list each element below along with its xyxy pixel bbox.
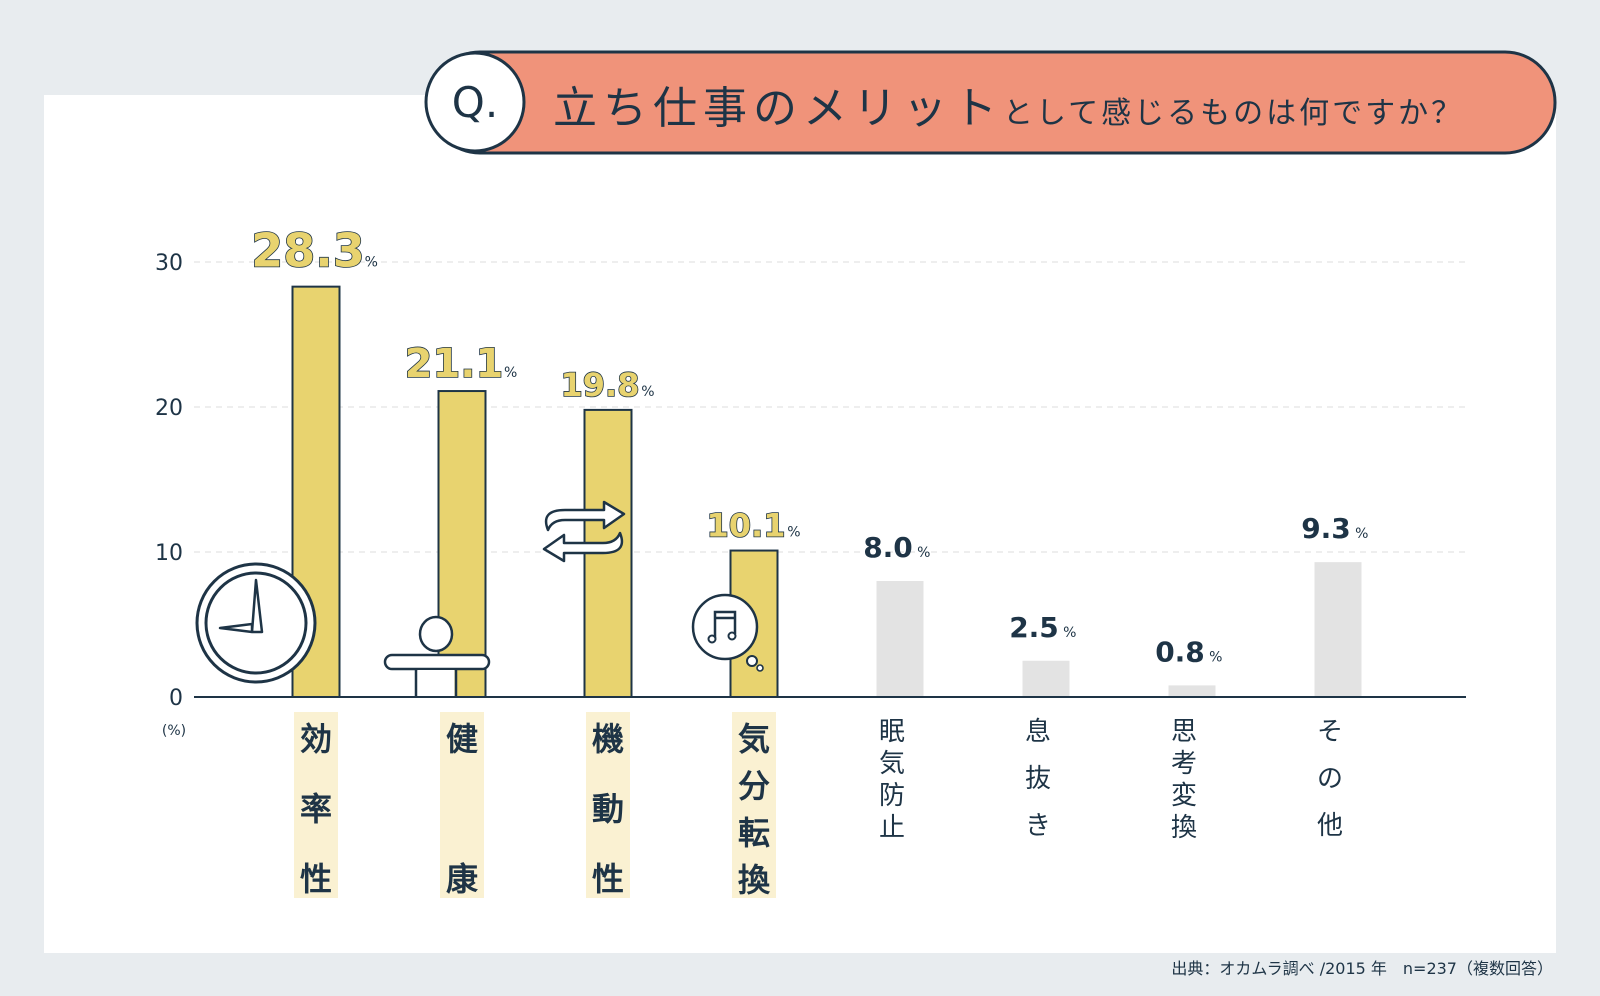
percent-sign: % bbox=[1063, 625, 1076, 641]
category-label-char: 転 bbox=[738, 814, 770, 852]
svg-text:立ち仕事のメリットとして感じるものは何ですか？: 立ち仕事のメリットとして感じるものは何ですか？ bbox=[553, 83, 1464, 134]
title-main: 立ち仕事のメリット bbox=[553, 83, 1003, 134]
category-label-char: 性 bbox=[592, 860, 624, 898]
category-label-char: 率 bbox=[300, 790, 332, 828]
percent-sign: % bbox=[1355, 526, 1368, 542]
q-badge bbox=[424, 51, 526, 153]
category-label-char: そ bbox=[1317, 717, 1343, 747]
category-label-char: 換 bbox=[738, 861, 771, 899]
category-label-char: 機 bbox=[592, 720, 624, 758]
category-label-char: の bbox=[1317, 764, 1343, 794]
percent-sign: % bbox=[787, 525, 800, 541]
category-label-bg bbox=[440, 712, 484, 898]
title-banner: Q. 立ち仕事のメリットとして感じるものは何ですか？ bbox=[424, 50, 1557, 155]
category-label-bg bbox=[586, 712, 630, 898]
data-label: 21.1 bbox=[405, 341, 504, 387]
category-label-char: 性 bbox=[300, 860, 332, 898]
music-bubble-icon bbox=[691, 593, 764, 672]
category-label-char: 効 bbox=[300, 720, 332, 758]
category-label-char: 止 bbox=[879, 813, 905, 843]
person-icon bbox=[383, 615, 491, 697]
category-label-char: き bbox=[1025, 811, 1051, 841]
percent-sign: % bbox=[365, 255, 378, 271]
percent-sign: % bbox=[504, 365, 517, 381]
data-label: 0.8 bbox=[1155, 635, 1205, 668]
bar bbox=[1168, 685, 1216, 697]
y-tick-label: 0 bbox=[169, 686, 183, 711]
category-label-char: 気 bbox=[879, 749, 905, 779]
data-label: 28.3 bbox=[251, 224, 365, 278]
category-label-char: 動 bbox=[592, 790, 624, 828]
data-label: 2.5 bbox=[1009, 611, 1059, 644]
source-note: 出典：オカムラ調べ /2015 年 n=237（複数回答） bbox=[1171, 959, 1553, 978]
category-label-char: 気 bbox=[738, 720, 770, 758]
data-label: 19.8 bbox=[561, 366, 640, 404]
percent-sign: % bbox=[641, 384, 654, 400]
bar bbox=[437, 390, 487, 698]
y-tick-label: 10 bbox=[155, 541, 183, 566]
category-label-char: 考 bbox=[1171, 749, 1197, 779]
percent-sign: % bbox=[1209, 649, 1222, 665]
category-label-char: 他 bbox=[1317, 811, 1343, 841]
y-tick-label: 20 bbox=[155, 396, 183, 421]
category-label-char: 康 bbox=[446, 860, 479, 898]
category-label-char: 思 bbox=[1171, 717, 1197, 747]
category-label-char: 健 bbox=[446, 720, 478, 758]
category-label-char: 分 bbox=[738, 767, 770, 805]
percent-sign: % bbox=[917, 545, 930, 561]
y-axis-unit: (%) bbox=[162, 723, 186, 739]
y-tick-label: 30 bbox=[155, 251, 183, 276]
swap-arrows-icon bbox=[542, 500, 626, 563]
category-label-bg bbox=[294, 712, 338, 898]
category-label-char: 息 bbox=[1025, 717, 1051, 747]
bar bbox=[876, 581, 924, 697]
category-label-bg bbox=[732, 712, 776, 898]
category-label-char: 防 bbox=[879, 781, 905, 811]
data-label: 10.1 bbox=[707, 507, 786, 545]
data-label: 9.3 bbox=[1301, 512, 1351, 545]
bar bbox=[1314, 562, 1362, 697]
q-label: Q. bbox=[452, 78, 498, 127]
title-sub: として感じるものは何ですか？ bbox=[1003, 96, 1464, 131]
category-label-char: 抜 bbox=[1025, 764, 1051, 794]
category-label-char: 変 bbox=[1171, 781, 1197, 811]
clock-icon bbox=[195, 562, 317, 684]
bar bbox=[1022, 660, 1070, 697]
category-label-char: 眠 bbox=[879, 717, 905, 747]
data-label: 8.0 bbox=[863, 531, 913, 564]
category-label-char: 換 bbox=[1171, 813, 1197, 843]
